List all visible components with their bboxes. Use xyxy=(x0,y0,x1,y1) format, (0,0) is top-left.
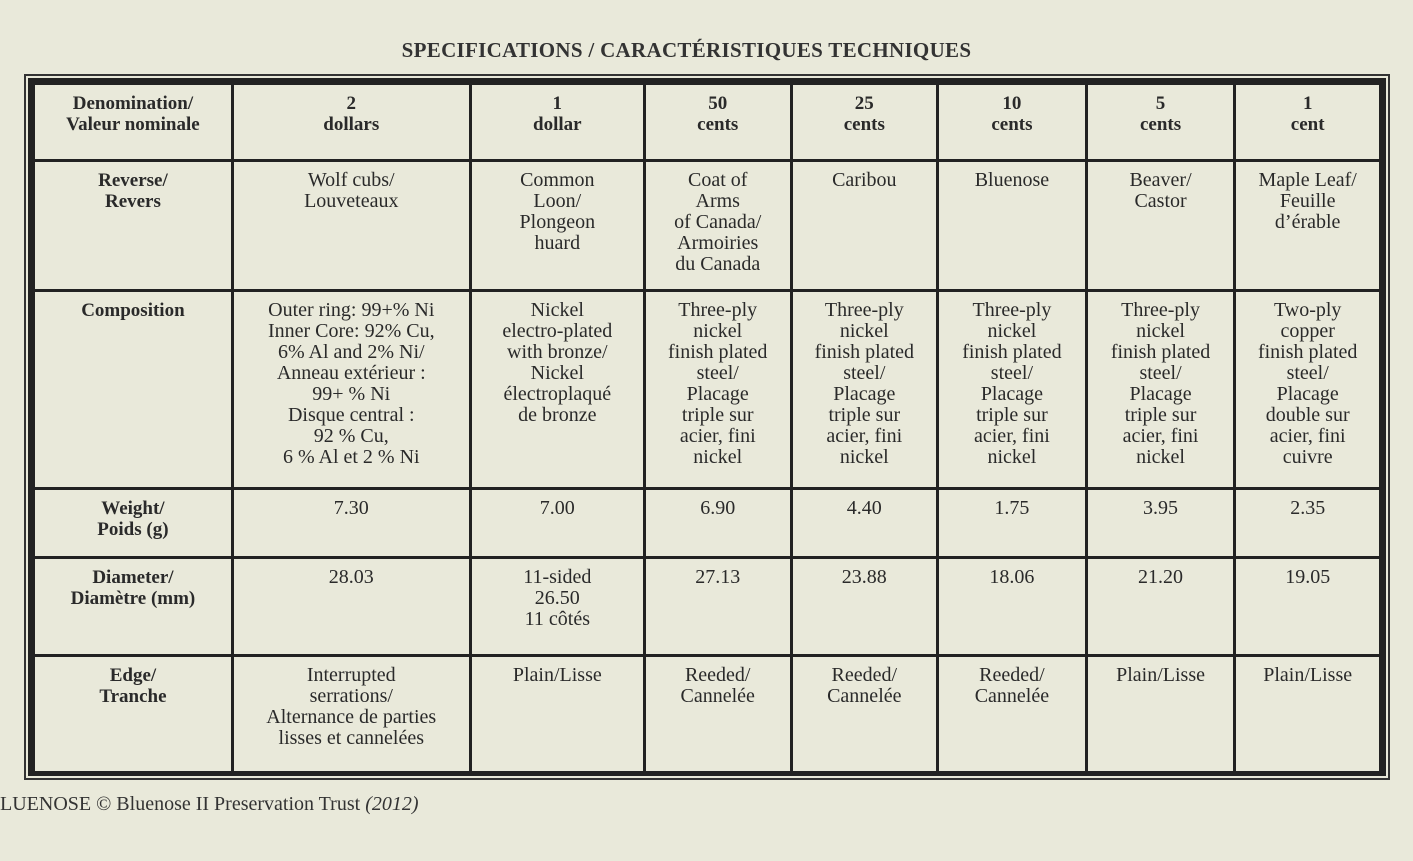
table-cell: 1.75 xyxy=(936,487,1088,559)
table-row-denomination: Denomination/ Valeur nominale 2 dollars 1 … xyxy=(32,82,1382,162)
table-row-composition: Composition Outer ring: 99+% Ni Inner Cor… xyxy=(32,289,1382,490)
table-cell: Common Loon/ Plongeon huard xyxy=(468,159,646,292)
table-cell: 5 cents xyxy=(1084,82,1237,162)
table-row-edge: Edge/ Tranche Interrupted serrations/ Alt… xyxy=(32,654,1382,774)
table-cell: 7.00 xyxy=(468,487,646,559)
table-cell: 6.90 xyxy=(642,487,793,559)
table-cell: 25 cents xyxy=(789,82,940,162)
table-cell: Caribou xyxy=(789,159,940,292)
table-cell: 21.20 xyxy=(1084,556,1237,657)
row-label: Reverse/ Revers xyxy=(32,159,234,292)
table-cell: Coat of Arms of Canada/ Armoiries du Can… xyxy=(642,159,793,292)
page-title: SPECIFICATIONS / CARACTÉRISTIQUES TECHNI… xyxy=(401,38,972,62)
table-cell: Three-ply nickel finish plated steel/ Pl… xyxy=(642,289,793,490)
table-cell: 18.06 xyxy=(936,556,1088,657)
table-cell: 23.88 xyxy=(789,556,940,657)
table-cell: Two-ply copper finish plated steel/ Plac… xyxy=(1233,289,1382,490)
copyright-footer: LUENOSE © Bluenose II Preservation Trust… xyxy=(0,793,419,816)
table-cell: Beaver/ Castor xyxy=(1084,159,1237,292)
table-cell: 4.40 xyxy=(789,487,940,559)
table-cell: Maple Leaf/ Feuille d’érable xyxy=(1233,159,1382,292)
table-cell: Nickel electro-plated with bronze/ Nicke… xyxy=(468,289,646,490)
table-cell: Bluenose xyxy=(936,159,1088,292)
row-label: Composition xyxy=(32,289,234,490)
table-cell: Three-ply nickel finish plated steel/ Pl… xyxy=(1084,289,1237,490)
table-cell: 7.30 xyxy=(230,487,472,559)
table-cell: 1 dollar xyxy=(468,82,646,162)
table-cell: Wolf cubs/ Louveteaux xyxy=(230,159,472,292)
table-cell: Outer ring: 99+% Ni Inner Core: 92% Cu, … xyxy=(230,289,472,490)
footer-year: (2012) xyxy=(365,793,419,815)
footer-text: LUENOSE © Bluenose II Preservation Trust xyxy=(0,793,366,815)
table-cell: Plain/Lisse xyxy=(1233,654,1382,774)
table-cell: 28.03 xyxy=(230,556,472,657)
table-cell: Plain/Lisse xyxy=(1084,654,1237,774)
table-cell: 3.95 xyxy=(1084,487,1237,559)
table-row-diameter: Diameter/ Diamètre (mm) 28.03 11-sided 26.… xyxy=(32,556,1382,657)
table-cell: 50 cents xyxy=(642,82,793,162)
table-cell: Plain/Lisse xyxy=(468,654,646,774)
table-row-reverse: Reverse/ Revers Wolf cubs/ Louveteaux Comm… xyxy=(32,159,1382,292)
table-row-weight: Weight/ Poids (g) 7.30 7.00 6.90 4.40 1.75 3.9… xyxy=(32,487,1382,559)
row-label: Weight/ Poids (g) xyxy=(32,487,234,559)
table-cell: Reeded/ Cannelée xyxy=(936,654,1088,774)
table-cell: Three-ply nickel finish plated steel/ Pl… xyxy=(789,289,940,490)
table-cell: 10 cents xyxy=(936,82,1088,162)
table-cell: 1 cent xyxy=(1233,82,1382,162)
row-label: Denomination/ Valeur nominale xyxy=(32,82,234,162)
table-cell: 27.13 xyxy=(642,556,793,657)
table-cell: 11-sided 26.50 11 côtés xyxy=(468,556,646,657)
specifications-table: Denomination/ Valeur nominale 2 dollars 1 … xyxy=(28,78,1386,776)
table-cell: Interrupted serrations/ Alternance de pa… xyxy=(230,654,472,774)
table-cell: 2 dollars xyxy=(230,82,472,162)
table-cell: 19.05 xyxy=(1233,556,1382,657)
table-cell: Reeded/ Cannelée xyxy=(789,654,940,774)
table-cell: Reeded/ Cannelée xyxy=(642,654,793,774)
row-label: Edge/ Tranche xyxy=(32,654,234,774)
table-cell: 2.35 xyxy=(1233,487,1382,559)
table-cell: Three-ply nickel finish plated steel/ Pl… xyxy=(936,289,1088,490)
row-label: Diameter/ Diamètre (mm) xyxy=(32,556,234,657)
